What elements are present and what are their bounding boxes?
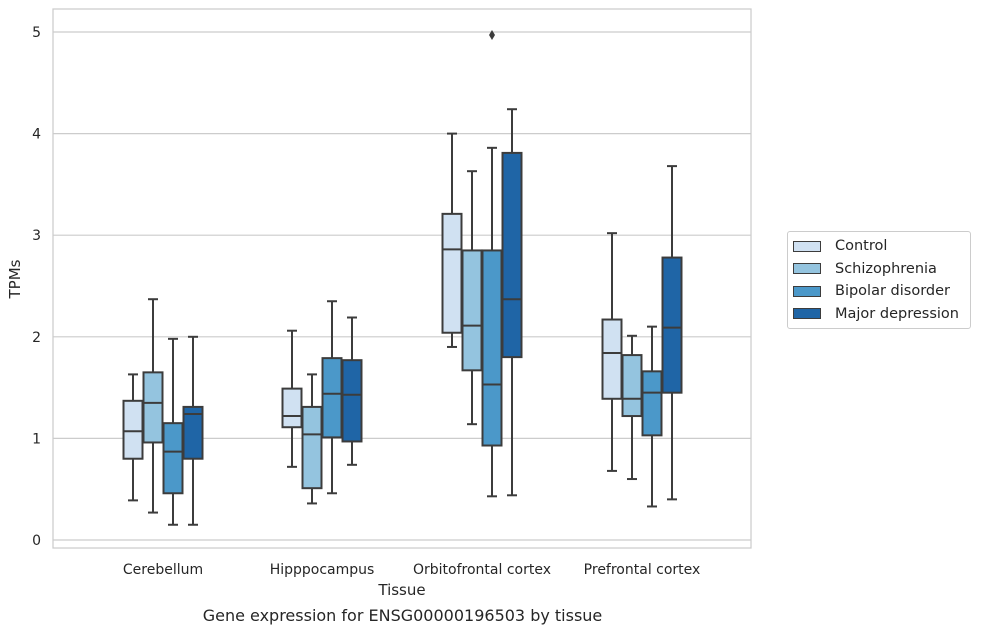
- x-tick-label-3: Prefrontal cortex: [584, 562, 701, 578]
- box-2-0: [162, 337, 184, 526]
- box-1-0: [142, 298, 164, 514]
- box-iqr: [501, 151, 523, 359]
- legend-label: Bipolar disorder: [835, 283, 950, 300]
- box-series: [122, 30, 683, 526]
- y-axis-label: TPMs: [6, 259, 24, 299]
- y-tick-label-5: 5: [32, 25, 41, 41]
- y-tick-label-4: 4: [32, 127, 41, 143]
- legend: Control Schizophrenia Bipolar disorder Majo…: [787, 231, 971, 329]
- legend-swatch: [793, 308, 821, 320]
- box-iqr: [441, 212, 463, 334]
- series-major-depression: [182, 108, 683, 526]
- box-iqr: [601, 318, 623, 400]
- series-bipolar-disorder: [162, 30, 663, 526]
- box-1-1: [301, 373, 323, 505]
- legend-swatch: [793, 263, 821, 275]
- legend-label: Schizophrenia: [835, 260, 937, 277]
- figure-caption: Gene expression for ENSG00000196503 by t…: [202, 606, 603, 625]
- x-tick-label-0: Cerebellum: [123, 562, 203, 578]
- legend-item-control: Control: [793, 235, 964, 258]
- box-iqr: [641, 370, 663, 437]
- y-tick-label-2: 2: [32, 330, 41, 346]
- box-iqr: [481, 249, 503, 447]
- box-iqr: [142, 371, 164, 444]
- x-axis-label: Tissue: [377, 581, 425, 599]
- box-0-1: [281, 329, 303, 468]
- box-iqr: [321, 357, 343, 439]
- box-3-2: [501, 108, 523, 497]
- x-tick-label-1: Hipppocampus: [270, 562, 375, 578]
- box-iqr: [122, 399, 144, 460]
- gridlines: [53, 31, 751, 541]
- plot-area-frame: [52, 8, 752, 549]
- box-3-0: [182, 335, 204, 526]
- box-0-2: [441, 132, 463, 348]
- box-3-3: [661, 165, 683, 501]
- x-tick-labels: Cerebellum Hipppocampus Orbitofrontal cort…: [123, 562, 700, 578]
- box-iqr: [621, 354, 643, 418]
- box-iqr: [162, 422, 184, 495]
- box-1-2: [461, 170, 483, 426]
- legend-swatch: [793, 240, 821, 252]
- box-0-3: [601, 232, 623, 472]
- legend-item-schizophrenia: Schizophrenia: [793, 258, 964, 281]
- box-1-3: [621, 334, 643, 481]
- legend-label: Major depression: [835, 305, 959, 322]
- box-iqr: [461, 249, 483, 372]
- legend-item-major-depression: Major depression: [793, 303, 964, 326]
- series-control: [122, 132, 623, 502]
- box-iqr: [182, 405, 204, 460]
- box-3-1: [341, 316, 363, 466]
- box-iqr: [281, 387, 303, 429]
- box-2-2: [481, 30, 503, 498]
- box-iqr: [661, 256, 683, 394]
- legend-swatch: [793, 285, 821, 297]
- y-tick-labels: 0 1 2 3 4 5: [32, 25, 41, 549]
- y-tick-label-3: 3: [32, 228, 41, 244]
- series-schizophrenia: [142, 170, 643, 514]
- legend-item-bipolar-disorder: Bipolar disorder: [793, 280, 964, 303]
- box-iqr: [301, 405, 323, 490]
- box-2-1: [321, 300, 343, 495]
- x-tick-label-2: Orbitofrontal cortex: [413, 562, 551, 578]
- box-0-0: [122, 373, 144, 502]
- outlier-point-0: [489, 30, 495, 41]
- box-iqr: [341, 359, 363, 443]
- box-2-3: [641, 325, 663, 508]
- y-tick-label-1: 1: [32, 431, 41, 447]
- y-tick-label-0: 0: [32, 533, 41, 549]
- legend-label: Control: [835, 238, 888, 255]
